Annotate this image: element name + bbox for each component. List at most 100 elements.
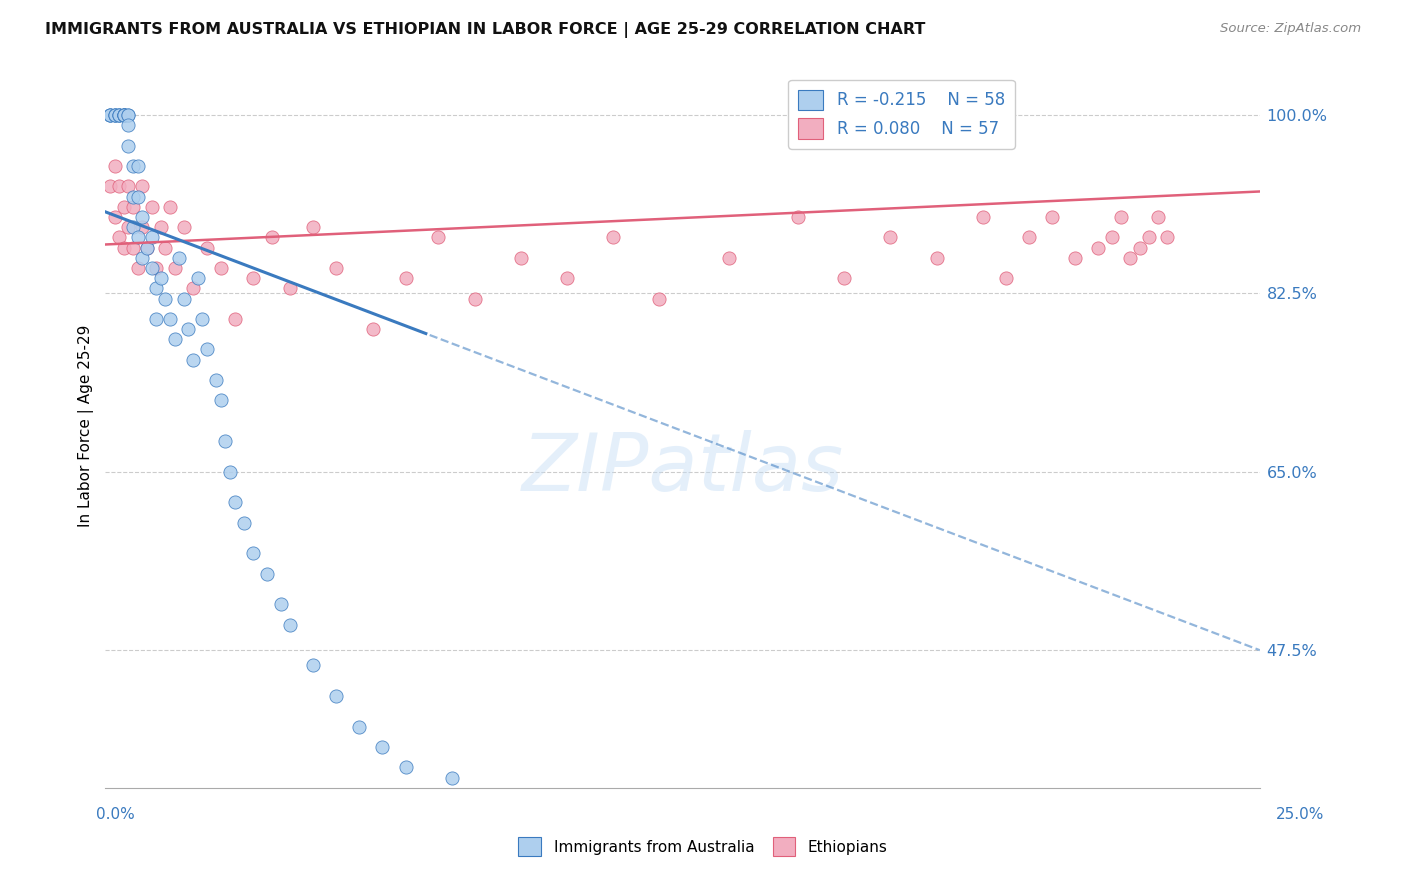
Point <box>112 108 135 122</box>
Point <box>122 220 145 235</box>
Point <box>131 251 153 265</box>
Point <box>464 292 486 306</box>
Point <box>104 108 127 122</box>
Point <box>972 210 994 224</box>
Point <box>242 271 264 285</box>
Point <box>994 271 1017 285</box>
Point <box>648 292 671 306</box>
Point <box>104 108 127 122</box>
Point <box>224 312 246 326</box>
Point <box>195 343 218 357</box>
Text: ZIPatlas: ZIPatlas <box>522 430 844 508</box>
Point <box>602 230 624 244</box>
Point <box>879 230 901 244</box>
Point <box>173 220 195 235</box>
Point <box>394 760 416 774</box>
Point <box>112 108 135 122</box>
Point <box>191 312 214 326</box>
Point <box>187 271 209 285</box>
Point <box>1156 230 1178 244</box>
Point <box>173 292 195 306</box>
Point <box>136 241 159 255</box>
Point <box>510 251 533 265</box>
Point <box>1137 230 1160 244</box>
Point <box>256 566 278 581</box>
Point <box>141 260 163 275</box>
Text: IMMIGRANTS FROM AUSTRALIA VS ETHIOPIAN IN LABOR FORCE | AGE 25-29 CORRELATION CH: IMMIGRANTS FROM AUSTRALIA VS ETHIOPIAN I… <box>45 22 925 38</box>
Point <box>925 251 948 265</box>
Point <box>104 159 127 173</box>
Point <box>1101 230 1123 244</box>
Point <box>108 108 131 122</box>
Point <box>117 118 139 132</box>
Point <box>131 220 153 235</box>
Point <box>112 108 135 122</box>
Point <box>112 108 135 122</box>
Point <box>108 108 131 122</box>
Point <box>1064 251 1087 265</box>
Point <box>131 179 153 194</box>
Point <box>177 322 200 336</box>
Point <box>159 200 181 214</box>
Point <box>219 465 242 479</box>
Point <box>181 281 204 295</box>
Point <box>122 159 145 173</box>
Point <box>167 251 190 265</box>
Legend: Immigrants from Australia, Ethiopians: Immigrants from Australia, Ethiopians <box>512 831 894 862</box>
Point <box>195 241 218 255</box>
Point <box>325 260 347 275</box>
Point <box>1040 210 1063 224</box>
Point <box>117 220 139 235</box>
Point <box>108 179 131 194</box>
Point <box>112 200 135 214</box>
Point <box>1119 251 1142 265</box>
Point <box>122 241 145 255</box>
Point <box>426 230 449 244</box>
Point <box>136 241 159 255</box>
Point <box>181 352 204 367</box>
Text: 0.0%: 0.0% <box>96 807 135 822</box>
Point <box>302 658 325 673</box>
Point <box>117 179 139 194</box>
Point <box>260 230 283 244</box>
Point <box>127 230 149 244</box>
Point <box>1087 241 1109 255</box>
Point <box>145 260 167 275</box>
Point <box>112 108 135 122</box>
Point <box>141 230 163 244</box>
Point <box>832 271 855 285</box>
Point <box>302 220 325 235</box>
Point <box>131 210 153 224</box>
Point <box>98 108 121 122</box>
Point <box>163 332 186 346</box>
Point <box>224 495 246 509</box>
Point <box>127 189 149 203</box>
Point <box>98 179 121 194</box>
Point <box>232 516 254 530</box>
Point <box>205 373 228 387</box>
Point <box>127 159 149 173</box>
Point <box>242 546 264 560</box>
Point <box>278 617 301 632</box>
Point <box>117 108 139 122</box>
Point <box>112 241 135 255</box>
Point <box>108 230 131 244</box>
Point <box>440 771 463 785</box>
Point <box>104 210 127 224</box>
Point <box>149 220 172 235</box>
Point <box>163 260 186 275</box>
Point <box>98 108 121 122</box>
Point <box>209 393 232 408</box>
Point <box>155 292 177 306</box>
Point <box>127 260 149 275</box>
Point <box>98 108 121 122</box>
Point <box>361 322 384 336</box>
Point <box>349 720 371 734</box>
Text: Source: ZipAtlas.com: Source: ZipAtlas.com <box>1220 22 1361 36</box>
Point <box>787 210 810 224</box>
Point <box>209 260 232 275</box>
Point <box>122 200 145 214</box>
Point <box>278 281 301 295</box>
Point <box>108 108 131 122</box>
Point <box>145 312 167 326</box>
